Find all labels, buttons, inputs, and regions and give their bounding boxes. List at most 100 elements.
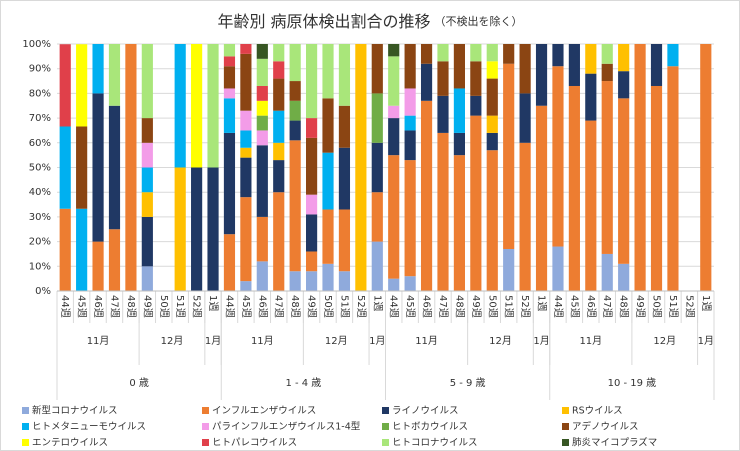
bar-segment <box>273 192 285 291</box>
bar-segment <box>141 44 153 119</box>
x-tick-label: 46週 <box>256 295 268 318</box>
bar-segment <box>108 44 121 106</box>
y-tick-label: 60% <box>29 138 51 149</box>
bar-segment <box>76 208 88 291</box>
bar-segment <box>240 281 252 291</box>
bar-segment <box>223 88 236 99</box>
bar-segment <box>174 44 186 168</box>
bar-segment <box>420 44 433 64</box>
bar-segment <box>453 44 465 89</box>
bar-segment <box>289 140 301 272</box>
bar-segment <box>240 147 252 158</box>
bar-segment <box>388 44 400 57</box>
x-tick-label: 45週 <box>76 295 88 318</box>
x-tick-label: 1週 <box>700 295 712 311</box>
y-tick-label: 40% <box>29 187 51 198</box>
x-tick-label: 1週 <box>536 295 548 311</box>
month-label: 11月 <box>415 335 438 347</box>
legend-swatch <box>562 439 569 446</box>
bar-segment <box>437 95 449 133</box>
bar-segment <box>519 44 531 94</box>
bar-segment <box>338 147 351 210</box>
bar-segment <box>256 216 268 262</box>
bar-segment <box>371 93 383 143</box>
bar-segment <box>338 271 351 291</box>
x-tick-label: 48週 <box>125 295 137 318</box>
bar-segment <box>256 58 268 86</box>
bar-segment <box>404 88 416 116</box>
bar-segment <box>420 63 433 101</box>
bar-segment <box>256 115 268 131</box>
y-tick-label: 10% <box>29 261 51 272</box>
bar-segment <box>371 192 383 242</box>
bar-segment <box>618 44 630 72</box>
y-tick-label: 50% <box>29 163 51 174</box>
x-tick-label: 47週 <box>437 295 449 318</box>
bar-segment <box>289 271 301 291</box>
bar-segment <box>650 85 663 292</box>
bar-segment <box>240 130 252 148</box>
bar-segment <box>256 44 268 59</box>
legend-swatch <box>22 423 29 430</box>
bar-segment <box>601 253 613 291</box>
bar-segment <box>486 132 498 151</box>
bar-segment <box>486 150 498 291</box>
legend-swatch <box>202 407 209 414</box>
x-tick-label: 48週 <box>618 295 630 318</box>
bar-segment <box>306 214 318 252</box>
legend-swatch <box>382 407 389 414</box>
bar-segment <box>322 152 334 210</box>
bar-segment <box>503 44 515 64</box>
month-label: 11月 <box>251 335 274 347</box>
x-tick-label: 52週 <box>519 295 531 318</box>
bar-segment <box>306 194 318 215</box>
legend-label: ヒトコロナウイルス <box>392 438 478 449</box>
legend-swatch <box>202 439 209 446</box>
bar-segment <box>618 71 630 99</box>
bar-segment <box>338 44 351 106</box>
x-tick-label: 44週 <box>59 295 71 318</box>
bar-segment <box>125 44 137 291</box>
y-tick-label: 90% <box>29 64 51 75</box>
legend-swatch <box>22 439 29 446</box>
legend-swatch <box>202 423 209 430</box>
month-label: 1月 <box>369 335 385 347</box>
x-tick-label: 49週 <box>141 295 153 318</box>
bar-segment <box>371 241 383 291</box>
bar-segment <box>535 44 548 106</box>
bar-segment <box>256 145 268 217</box>
legend-label: 新型コロナウイルス <box>32 405 118 417</box>
bar-segment <box>355 44 367 291</box>
bar-segment <box>306 271 318 291</box>
bar-segment <box>207 167 219 291</box>
bar-segment <box>273 78 285 111</box>
y-tick-label: 0% <box>35 286 51 297</box>
bar-segment <box>618 263 630 291</box>
group-label: 0 歳 <box>129 377 149 389</box>
x-tick-label: 49週 <box>470 295 482 318</box>
bar-segment <box>141 192 153 217</box>
legend-label: エンテロウイルス <box>32 438 108 449</box>
bar-segment <box>470 95 482 116</box>
legend-label: ヒトメタニューモウイルス <box>32 422 146 433</box>
x-tick-label: 50週 <box>486 295 498 318</box>
bar-segment <box>404 44 416 89</box>
x-tick-label: 51週 <box>667 295 679 318</box>
y-tick-label: 30% <box>29 212 51 223</box>
bar-segment <box>289 44 301 82</box>
bar-segment <box>92 241 104 291</box>
bar-segment <box>240 44 252 54</box>
x-tick-label: 45週 <box>240 295 252 318</box>
bar-segment <box>108 229 121 291</box>
x-tick-label: 46週 <box>92 295 104 318</box>
legend-label: パラインフルエンザウイルス1-4型 <box>212 422 361 433</box>
bar-segment <box>59 126 71 209</box>
bar-segment <box>256 261 268 291</box>
x-tick-label: 51週 <box>503 295 515 318</box>
bar-segment <box>388 56 400 106</box>
bar-segment <box>223 66 236 89</box>
bar-segment <box>223 132 236 235</box>
bar-segment <box>92 93 104 242</box>
bar-segment <box>437 132 449 291</box>
bar-segment <box>191 167 203 291</box>
